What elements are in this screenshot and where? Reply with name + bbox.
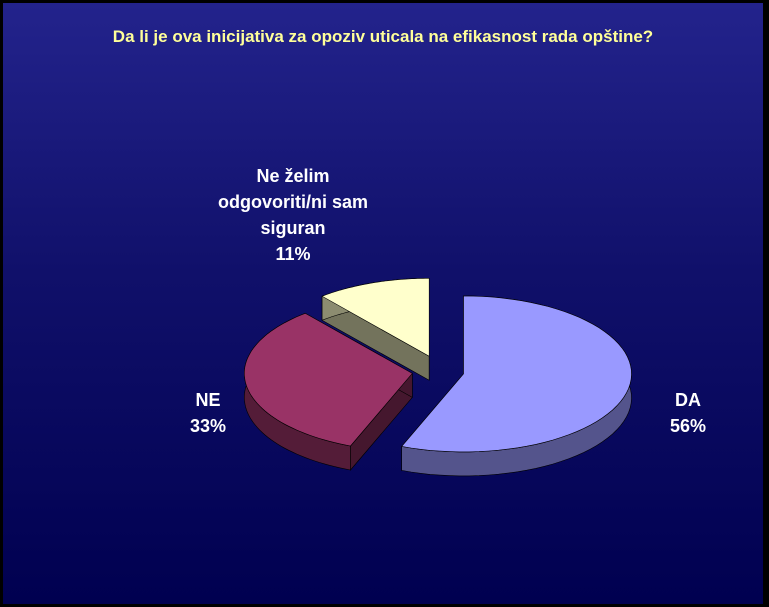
category-label: Ne želim odgovoriti/ni sam siguran [217,166,368,238]
pie-chart [244,278,632,477]
value-label: 56% [669,416,707,436]
category-label: DA [675,390,701,410]
slice-label: Ne želim odgovoriti/ni sam siguran 11% [208,163,378,267]
pie-slice [244,312,413,447]
slice-label: NE 33% [153,387,263,439]
pie-slice [401,295,632,453]
slice-label: DA 56% [633,387,743,439]
chart-title: Da li je ova inicijativa za opoziv utica… [112,27,654,46]
category-label: NE [195,390,221,410]
value-label: 11% [275,244,311,264]
pie-slice [321,278,430,357]
value-label: 33% [189,416,227,436]
